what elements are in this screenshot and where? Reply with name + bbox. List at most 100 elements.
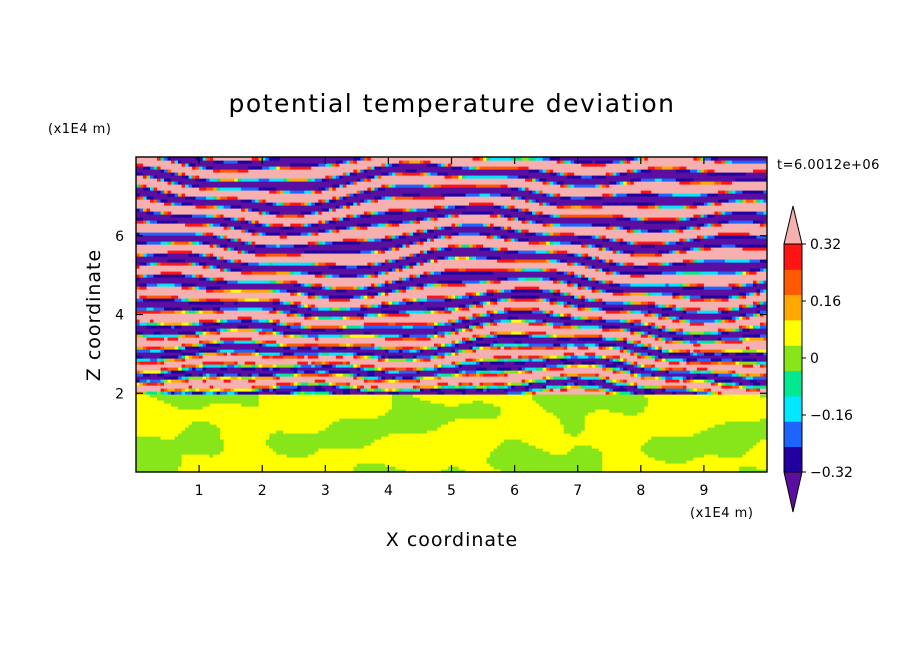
contour-cell [265,232,281,236]
contour-cell [647,217,677,221]
contour-cell [654,358,659,362]
contour-cell [160,262,190,266]
contour-cell [595,355,600,359]
contour-cell [605,388,610,392]
contour-cell [363,379,368,383]
contour-cell [623,250,635,254]
contour-cell [139,295,148,299]
contour-cell [339,163,382,167]
contour-cell [672,262,687,266]
contour-cell [518,370,523,374]
contour-cell [167,241,172,245]
contour-cell [293,313,298,317]
contour-cell [507,298,512,302]
contour-cell [756,301,761,305]
contour-cell [668,358,684,362]
contour-cell [241,220,249,224]
contour-cell [626,157,635,161]
contour-cell [714,235,758,239]
contour-cell [598,364,603,368]
contour-cell [433,373,439,377]
contour-cell [738,337,744,341]
contour-cell [360,367,365,371]
contour-cell [689,370,694,374]
contour-cell [300,385,316,389]
contour-cell [209,421,333,425]
contour-cell [644,388,652,392]
contour-cell [416,349,421,353]
contour-cell [560,289,593,293]
contour-cell [703,169,709,173]
contour-cell [682,310,687,314]
contour-cell [269,319,274,323]
contour-cell [437,427,565,431]
contour-cell [255,379,316,383]
contour-cell [626,388,645,392]
contour-cell [633,364,638,368]
contour-cell [444,175,453,179]
contour-cell [388,292,467,296]
contour-cell [511,238,516,242]
contour-cell [377,271,382,275]
contour-cell [651,169,677,173]
contour-cell [651,343,694,347]
contour-cell [658,346,663,350]
contour-cell [574,160,593,164]
contour-cell [328,382,333,386]
contour-cell [591,364,596,368]
contour-cell [185,172,344,176]
contour-cell [283,178,288,182]
x-tick-label: 3 [321,483,330,499]
contour-cell [703,379,709,383]
contour-cell [139,361,158,365]
contour-cell [237,325,249,329]
contour-cell [504,289,512,293]
contour-cell [426,163,439,167]
contour-cell [419,160,425,164]
contour-cell [279,310,284,314]
contour-cell [325,262,337,266]
contour-cell [335,187,368,191]
contour-cell [724,382,733,386]
contour-cell [188,163,197,167]
contour-cell [381,358,386,362]
contour-cell [714,181,723,185]
contour-cell [528,331,547,335]
contour-cell [143,382,148,386]
contour-cell [244,361,256,365]
contour-cell [595,256,600,260]
contour-cell [451,298,491,302]
contour-cell [136,241,148,245]
contour-cell [213,340,218,344]
contour-cell [167,199,242,203]
contour-cell [469,328,474,332]
contour-cell [258,211,263,215]
contour-cell [535,391,607,395]
contour-cell [255,229,319,233]
contour-cell [493,331,498,335]
contour-cell [654,391,673,395]
contour-cell [374,187,379,191]
contour-cell [658,358,663,362]
contour-cell [588,277,593,281]
contour-cell [220,430,277,434]
contour-cell [349,382,439,386]
contour-cell [451,331,456,335]
contour-cell [370,283,375,287]
contour-cell [395,247,400,251]
contour-cell [616,346,621,350]
contour-cell [335,205,340,209]
contour-cell [164,376,179,380]
contour-cell [756,211,765,215]
contour-cell [689,298,705,302]
contour-cell [633,229,638,233]
contour-cell [262,355,270,359]
contour-cell [202,343,207,347]
contour-cell [314,241,319,245]
contour-cell [577,382,589,386]
contour-cell [230,376,239,380]
contour-cell [469,337,474,341]
contour-cell [167,250,193,254]
contour-cell [570,283,575,287]
contour-cell [612,367,617,371]
